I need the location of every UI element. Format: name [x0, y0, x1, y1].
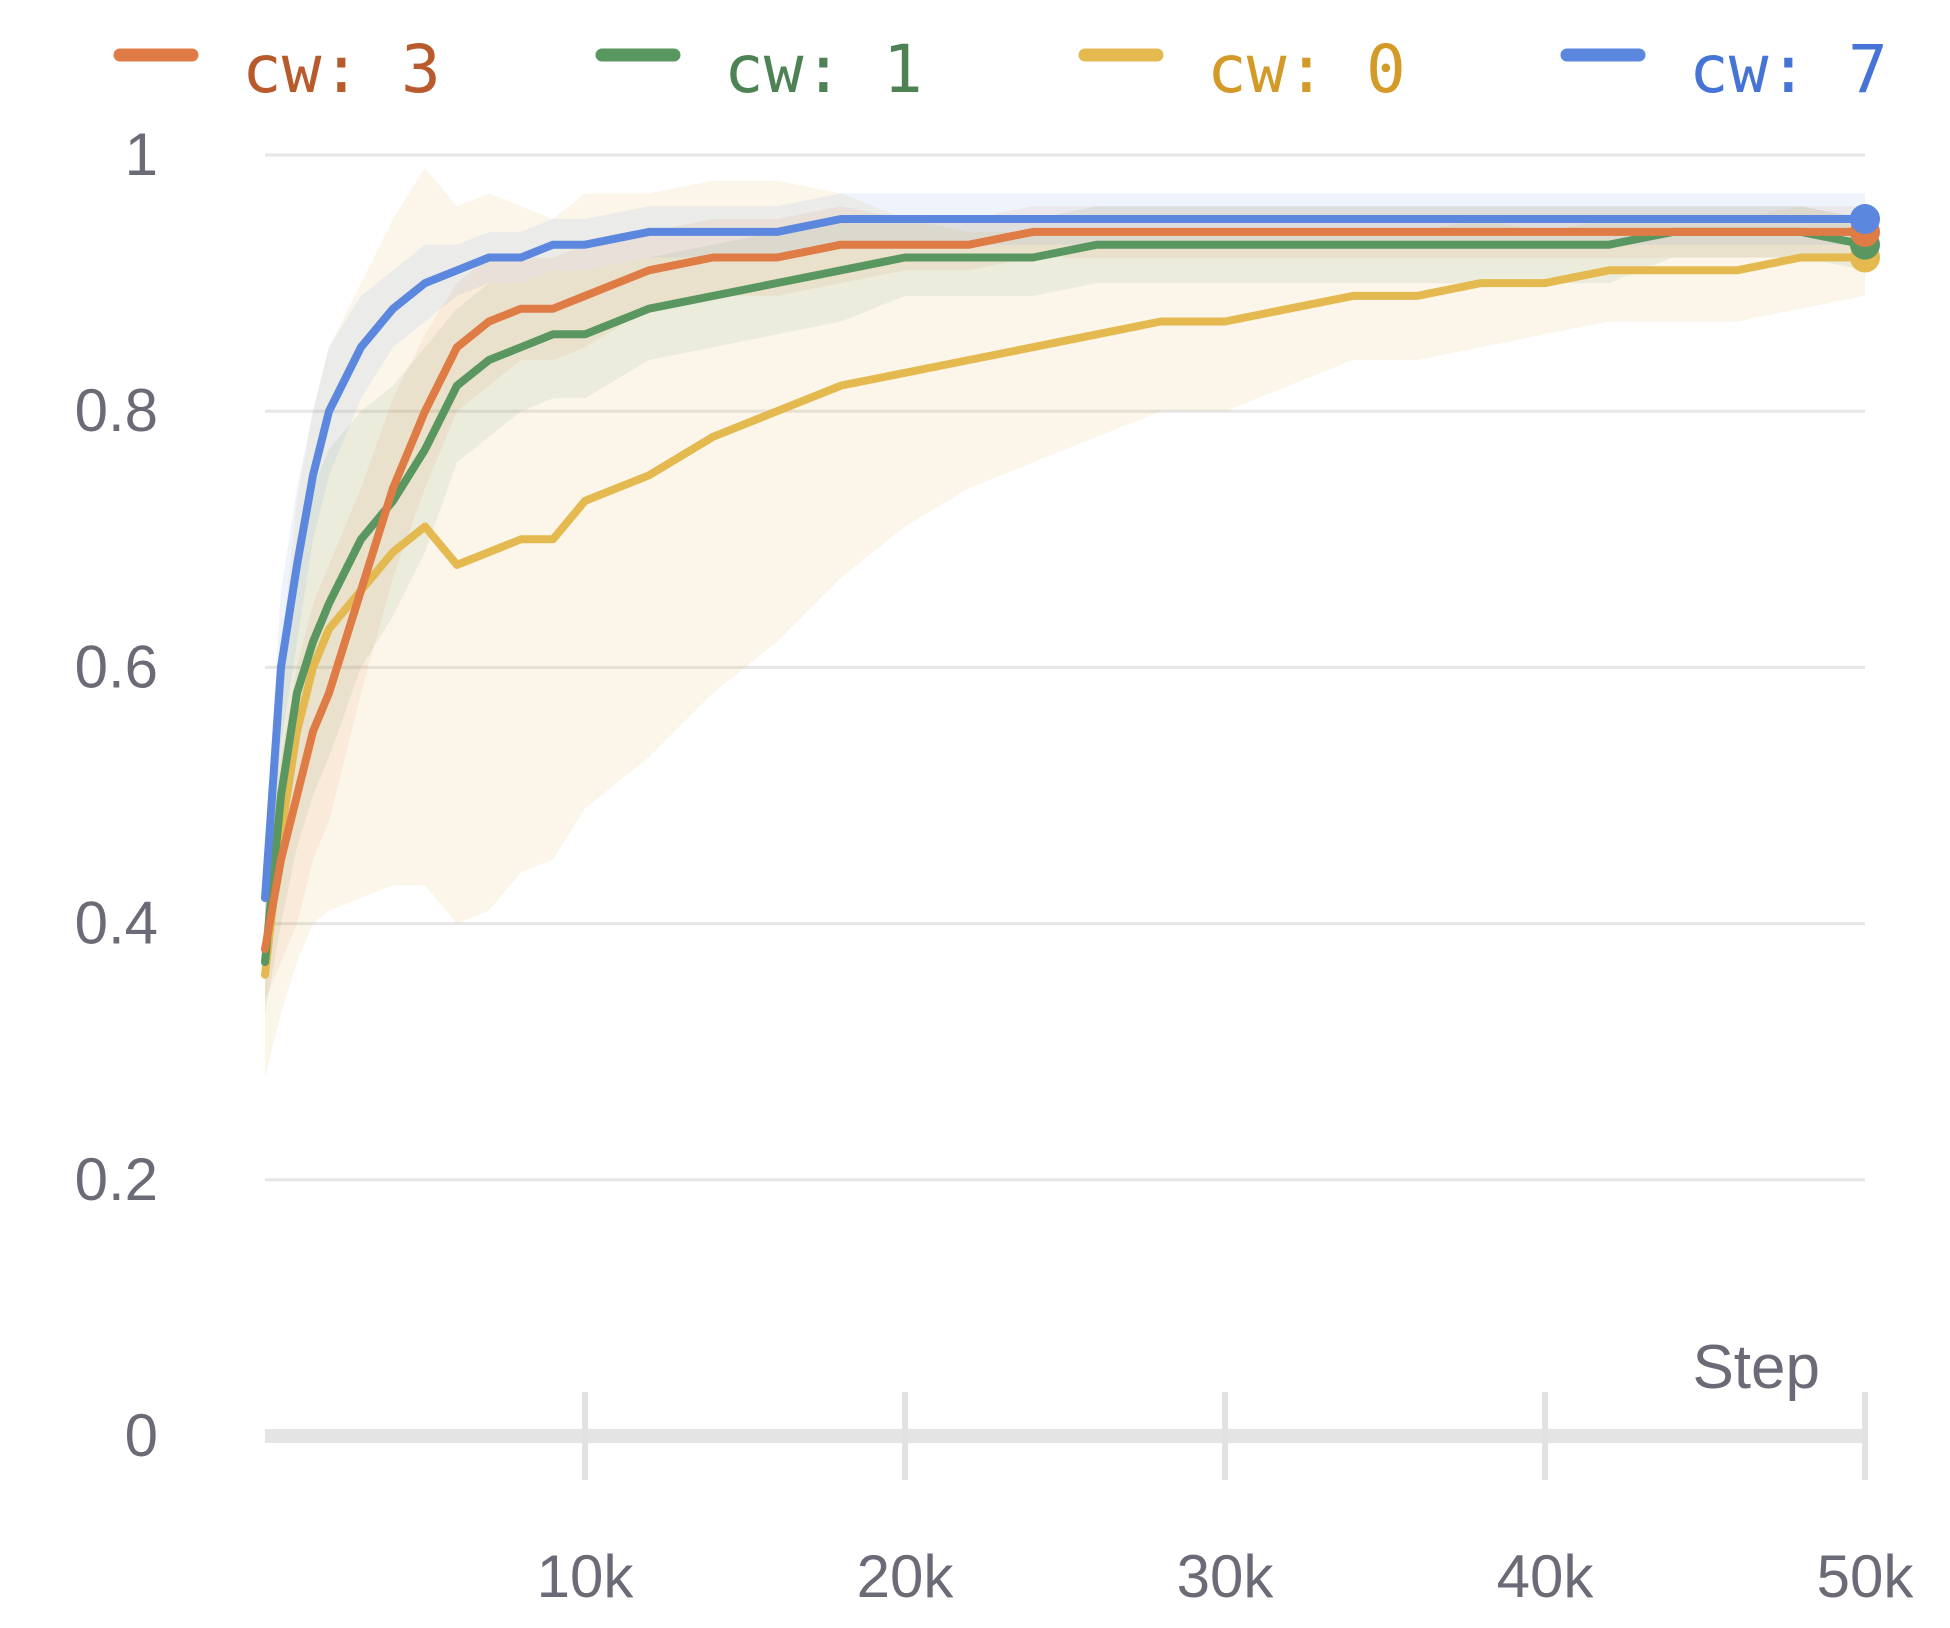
legend-item: cw: 3: [113, 31, 441, 108]
x-tick-label: 10k: [537, 1543, 635, 1610]
y-tick-label: 1: [125, 121, 158, 188]
legend-label: cw: 1: [724, 31, 923, 108]
y-gridlines: [265, 153, 1865, 1182]
series-lines: [261, 204, 1880, 979]
x-tick-label: 20k: [857, 1543, 955, 1610]
legend-label: cw: 3: [242, 31, 441, 108]
x-tick-label: 50k: [1817, 1543, 1915, 1610]
x-tick-label: 40k: [1497, 1543, 1595, 1610]
legend-label: cw: 7: [1689, 31, 1888, 108]
series-line: [261, 227, 1869, 966]
series-line: [261, 227, 1869, 954]
y-tick-label: 0.4: [75, 890, 158, 957]
legend-item: cw: 1: [595, 31, 923, 108]
x-axis-ticks: 10k 20k 30k 40k 50k: [537, 1392, 1915, 1610]
series-line: [261, 253, 1869, 979]
series-band: [265, 167, 1865, 1078]
x-tick-label: 30k: [1177, 1543, 1275, 1610]
legend-label: cw: 0: [1207, 31, 1406, 108]
legend-item: cw: 7: [1560, 31, 1888, 108]
y-tick-label: 0.6: [75, 633, 158, 700]
y-tick-label: 0.8: [75, 377, 158, 444]
series-band: [265, 193, 1865, 950]
series-line: [261, 215, 1869, 902]
y-tick-label: 0: [125, 1402, 158, 1469]
x-axis-title: Step: [1692, 1333, 1820, 1402]
legend-item: cw: 0: [1078, 31, 1406, 108]
y-tick-label: 0.2: [75, 1146, 158, 1213]
series-confidence-bands: [265, 167, 1865, 1078]
series-end-marker: [1850, 204, 1880, 235]
y-axis-tick-labels: 0 0.2 0.4 0.6 0.8 1: [75, 121, 158, 1469]
chart-legend: cw: 3 cw: 1 cw: 0 cw: 7: [113, 31, 1888, 108]
